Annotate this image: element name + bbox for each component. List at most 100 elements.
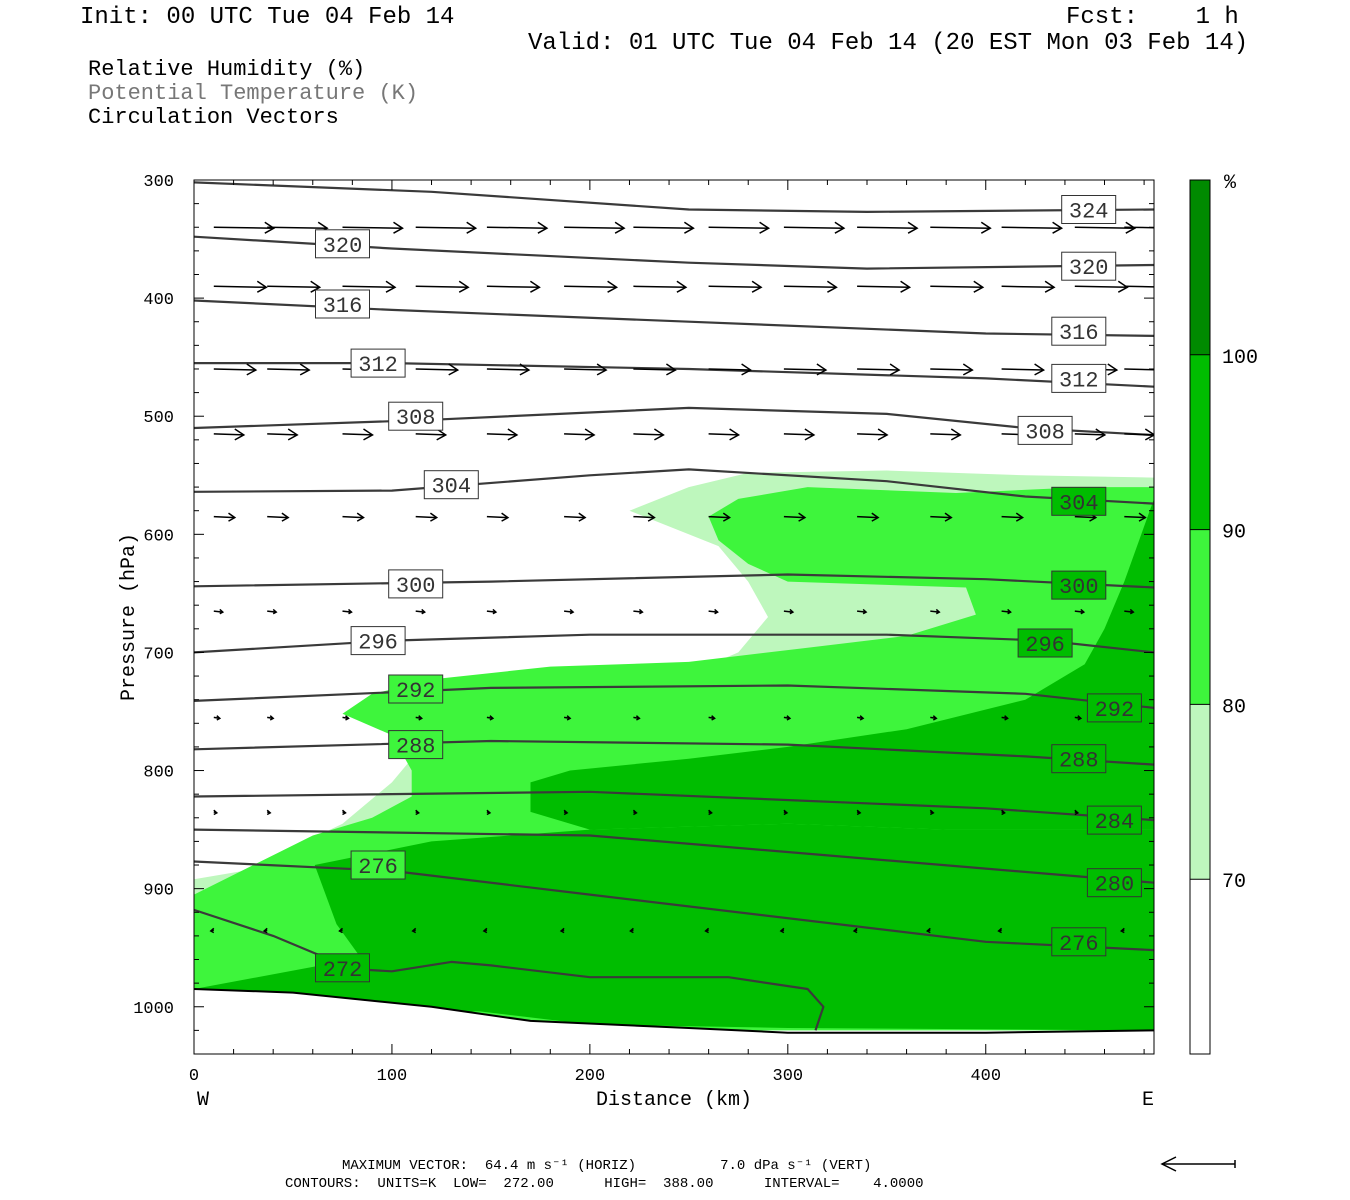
wind-vector (486, 512, 510, 522)
vector-shaft (633, 368, 676, 371)
vector-head (489, 715, 495, 721)
theta-contour-284 (194, 790, 1154, 822)
contour-label-text: 292 (1095, 698, 1135, 723)
plot-frame (193, 179, 1155, 1055)
legend-relative-humidity: Relative Humidity (%) (88, 57, 366, 82)
relative-humidity-fill (194, 470, 1154, 1031)
vector-head (629, 927, 634, 934)
wind-vector (342, 428, 374, 441)
wind-vector (633, 608, 644, 615)
wind-vector (486, 715, 495, 721)
east-label: E (1142, 1089, 1154, 1112)
wind-vector (708, 363, 753, 376)
contour-label-284: 284 (1086, 805, 1142, 835)
vector-head (1004, 715, 1009, 721)
wind-vector (486, 221, 549, 234)
contour-label-text: 276 (358, 855, 398, 880)
vector-head (507, 428, 519, 441)
vector-head (1007, 608, 1012, 615)
vector-shaft (267, 226, 328, 229)
wind-vector (341, 809, 347, 816)
surface-line (194, 988, 1154, 1034)
below-ground (194, 989, 1154, 1054)
legend-potential-temperature: Potential Temperature (K) (88, 81, 419, 106)
vector-head (789, 608, 795, 615)
contour-label-304: 304 (1051, 486, 1107, 516)
x-tick-label: 200 (575, 1067, 606, 1086)
vector-head (708, 809, 713, 816)
wind-vector (486, 809, 492, 816)
wind-vector (411, 927, 417, 934)
vector-shaft (1074, 515, 1096, 519)
y-tick-label: 500 (143, 409, 174, 428)
vector-shaft (342, 515, 364, 519)
wind-vector (213, 512, 237, 522)
wind-vector (213, 428, 246, 441)
vector-shaft (783, 226, 844, 229)
wind-vector (267, 512, 290, 522)
wind-vector (209, 927, 215, 934)
wind-vector (342, 280, 397, 293)
contour-label-text: 312 (1059, 368, 1099, 393)
contour-label-text: 292 (396, 679, 436, 704)
wind-vector (708, 809, 713, 816)
vector-head (385, 280, 397, 293)
vector-head (798, 512, 807, 522)
contour-label-312: 312 (1051, 363, 1107, 393)
wind-vector (564, 428, 596, 441)
wind-vector (267, 608, 278, 615)
wind-vector (1124, 368, 1154, 371)
wind-vector (1001, 608, 1012, 615)
vector-shaft (1124, 226, 1154, 229)
wind-vector (482, 927, 488, 934)
vector-head (862, 608, 868, 615)
wind-vector (564, 363, 608, 376)
wind-vector (930, 512, 953, 522)
wind-vector (857, 363, 901, 376)
wind-vector (415, 715, 423, 721)
vector-shaft (857, 515, 879, 519)
vector-head (569, 608, 575, 615)
wind-vector (930, 608, 941, 615)
wind-vector (783, 428, 816, 441)
vector-shaft (708, 433, 739, 436)
vector-head (783, 809, 789, 816)
vector-shaft (1001, 285, 1055, 289)
wind-vector (415, 809, 420, 816)
vector-head (1052, 221, 1064, 234)
colorbar-frame (1189, 179, 1211, 1055)
wind-vector (633, 428, 665, 441)
wind-vector (708, 428, 741, 441)
vector-head (729, 428, 741, 441)
reference-vector (1160, 1156, 1236, 1172)
vector-shaft (633, 433, 664, 436)
contour-label-box (350, 348, 406, 378)
wind-vector (213, 715, 222, 721)
contour-label-308: 308 (1017, 415, 1073, 445)
wind-vector (267, 363, 311, 376)
vector-shaft (213, 285, 267, 289)
vector-shaft (783, 368, 826, 371)
vector-shaft (1124, 515, 1146, 519)
vector-shaft (564, 515, 586, 519)
vector-shaft (486, 285, 540, 289)
wind-vector (1124, 428, 1154, 441)
contour-label-box (1086, 868, 1142, 898)
contour-label-text: 272 (323, 958, 363, 983)
vector-head (421, 608, 426, 615)
wind-vector (857, 512, 880, 522)
vector-head (213, 809, 219, 816)
vector-shaft (633, 226, 694, 229)
vector-head (632, 809, 638, 816)
vector-head (1001, 809, 1006, 816)
vector-head (411, 927, 417, 934)
wind-vector (1074, 428, 1107, 441)
vector-head (436, 428, 448, 441)
init-time: Init: 00 UTC Tue 04 Feb 14 (80, 4, 455, 31)
vector-head (786, 715, 792, 721)
wind-vector (564, 608, 575, 615)
vector-shaft (708, 226, 769, 229)
contour-label-text: 280 (1095, 873, 1135, 898)
contour-label-276: 276 (1051, 927, 1107, 957)
